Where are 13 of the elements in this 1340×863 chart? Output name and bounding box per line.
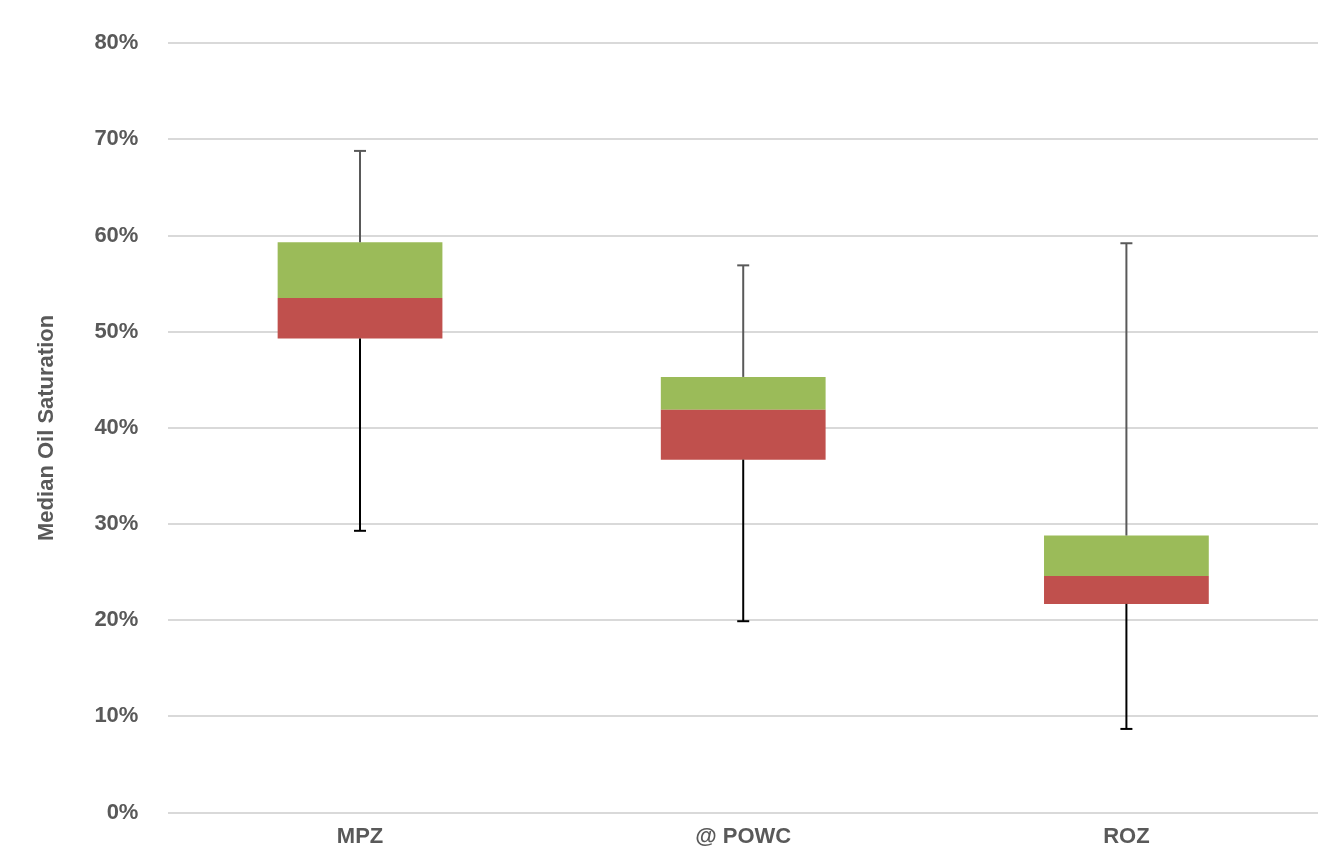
x-tick-label: ROZ xyxy=(1103,822,1150,848)
y-tick-label: 10% xyxy=(94,702,139,728)
y-tick-label: 80% xyxy=(94,29,139,55)
y-tick-label: 70% xyxy=(94,125,139,151)
y-tick-label: 30% xyxy=(94,510,139,536)
y-axis-title: Median Oil Saturation xyxy=(33,314,59,541)
y-tick-label: 60% xyxy=(94,221,139,247)
x-tick-label: @ POWC xyxy=(695,822,792,848)
y-tick-label: 40% xyxy=(94,413,139,439)
x-tick-label: MPZ xyxy=(336,822,384,848)
y-tick-label: 0% xyxy=(106,798,139,824)
y-tick-label: 50% xyxy=(94,317,139,343)
y-tick-label: 20% xyxy=(94,606,139,632)
